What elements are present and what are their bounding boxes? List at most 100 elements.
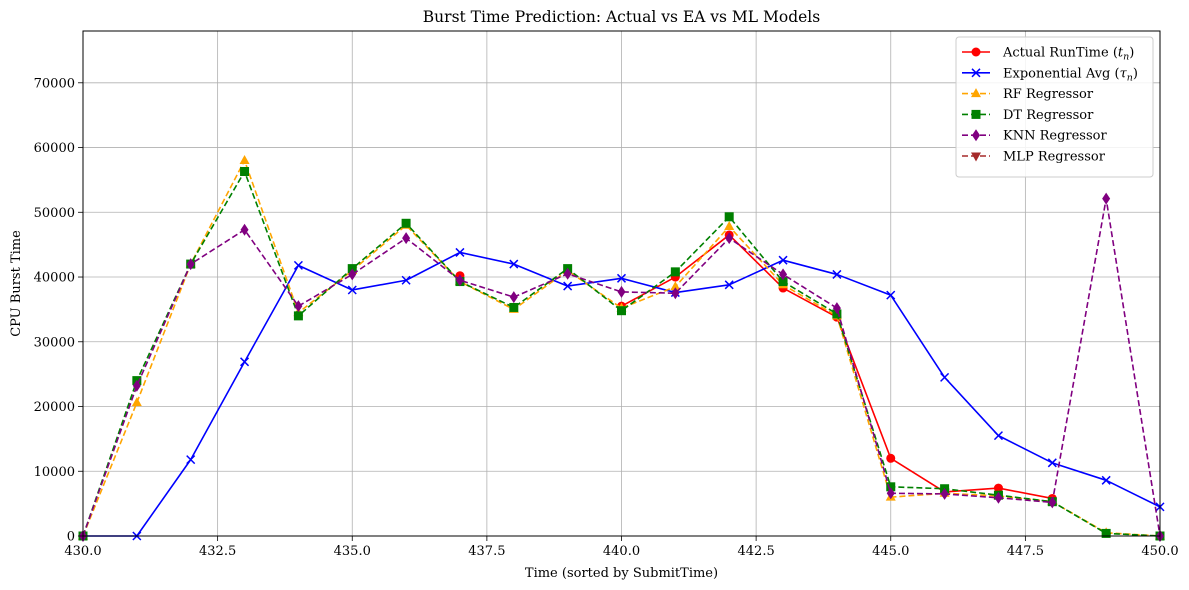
data-point (240, 166, 250, 176)
data-point (239, 154, 250, 164)
legend-label-text: Actual RunTime ( (1002, 46, 1118, 61)
series-exponential-avg (78, 247, 1165, 541)
data-point (240, 223, 249, 236)
data-point (724, 212, 734, 222)
legend-item: KNN Regressor (962, 129, 1107, 144)
data-point (832, 302, 841, 315)
legend-label-close: ) (1129, 46, 1134, 61)
legend-label-text: DT Regressor (1003, 108, 1094, 123)
data-point (725, 232, 734, 245)
x-tick-label: 437.5 (468, 544, 505, 559)
legend-item: RF Regressor (962, 87, 1094, 102)
series-line (82, 159, 1161, 537)
legend-item: DT Regressor (962, 108, 1094, 123)
legend-marker (971, 68, 981, 78)
data-point (563, 267, 572, 280)
data-point (132, 379, 141, 392)
legend-marker (971, 109, 981, 119)
data-point (186, 258, 195, 271)
data-point (886, 482, 896, 492)
legend-label-close: ) (1133, 66, 1138, 81)
legend-marker (972, 129, 980, 142)
legend-label-subscript: n (1123, 52, 1129, 63)
x-tick-label: 432.5 (199, 544, 236, 559)
data-point (670, 267, 680, 277)
data-point (724, 280, 734, 290)
legend-item: Exponential Avg (τn) (962, 66, 1138, 83)
legend-label: Actual RunTime (tn) (1002, 46, 1134, 63)
legend-label: RF Regressor (1003, 87, 1094, 102)
data-point (402, 232, 411, 245)
series-knn-regressor (79, 192, 1164, 542)
y-tick-label: 70000 (34, 76, 75, 91)
y-tick-label: 0 (67, 530, 75, 545)
data-point (778, 277, 788, 287)
axes: 430.0 432.5 435.0 437.5 440.0 442.5 445.0 447.5… (34, 76, 1179, 559)
data-point (401, 218, 411, 228)
x-tick-label: 445.0 (872, 544, 909, 559)
legend-item: MLP Regressor (962, 150, 1106, 165)
x-tick-label: 440.0 (603, 544, 640, 559)
legend-label: KNN Regressor (1003, 129, 1107, 144)
legend-label: Exponential Avg (τn) (1003, 66, 1138, 83)
legend-label-text: KNN Regressor (1003, 129, 1107, 144)
y-tick-label: 60000 (34, 141, 75, 156)
series-line (82, 170, 1161, 537)
data-point (293, 311, 303, 321)
legend-label: DT Regressor (1003, 108, 1094, 123)
x-tick-label: 447.5 (1007, 544, 1044, 559)
data-point (1101, 475, 1111, 485)
legend-label-symbol: t (1118, 46, 1124, 61)
legend-marker (971, 88, 981, 98)
legend-label-text: Exponential Avg ( (1003, 66, 1120, 81)
data-point (617, 285, 626, 298)
legend-marker (971, 47, 981, 57)
data-point (617, 306, 626, 316)
data-point (779, 268, 788, 281)
data-point (940, 372, 950, 382)
legend-item: Actual RunTime (tn) (962, 46, 1134, 63)
data-point (886, 453, 896, 463)
data-point (347, 285, 357, 295)
data-point (616, 273, 627, 283)
x-tick-label: 442.5 (738, 544, 775, 559)
data-point (455, 247, 465, 257)
legend-label-symbol: τ (1120, 66, 1128, 81)
data-point (671, 287, 680, 300)
data-point (348, 268, 357, 281)
legend-label-subscript: n (1127, 72, 1133, 83)
data-point (993, 483, 1003, 493)
data-point (240, 357, 250, 367)
data-point (1047, 458, 1057, 468)
y-tick-label: 10000 (34, 465, 75, 480)
x-axis-label: Time (sorted by SubmitTime) (525, 566, 718, 581)
data-point (294, 300, 303, 313)
data-point (994, 491, 1003, 504)
y-tick-label: 50000 (34, 206, 75, 221)
data-point (563, 281, 573, 291)
data-point (131, 397, 142, 407)
data-point (886, 290, 896, 300)
legend-label-text: RF Regressor (1003, 87, 1094, 102)
data-point (455, 274, 464, 287)
legend-label: MLP Regressor (1003, 150, 1106, 165)
legend-marker (971, 152, 981, 162)
legend: Actual RunTime (tn)Exponential Avg (τn)R… (955, 36, 1154, 178)
x-tick-label: 450.0 (1141, 544, 1178, 559)
series-line (82, 197, 1161, 537)
data-point (293, 260, 303, 270)
data-point (1102, 192, 1111, 205)
data-point (832, 269, 842, 279)
y-tick-label: 20000 (34, 400, 75, 415)
x-tick-label: 435.0 (334, 544, 371, 559)
data-point (186, 455, 196, 465)
data-point (670, 281, 681, 291)
data-point (993, 431, 1003, 441)
data-point (509, 302, 519, 312)
data-point (1048, 496, 1057, 509)
legend-label-text: MLP Regressor (1003, 150, 1106, 165)
data-point (886, 487, 895, 500)
legend-box (955, 36, 1154, 178)
data-point (940, 487, 949, 500)
